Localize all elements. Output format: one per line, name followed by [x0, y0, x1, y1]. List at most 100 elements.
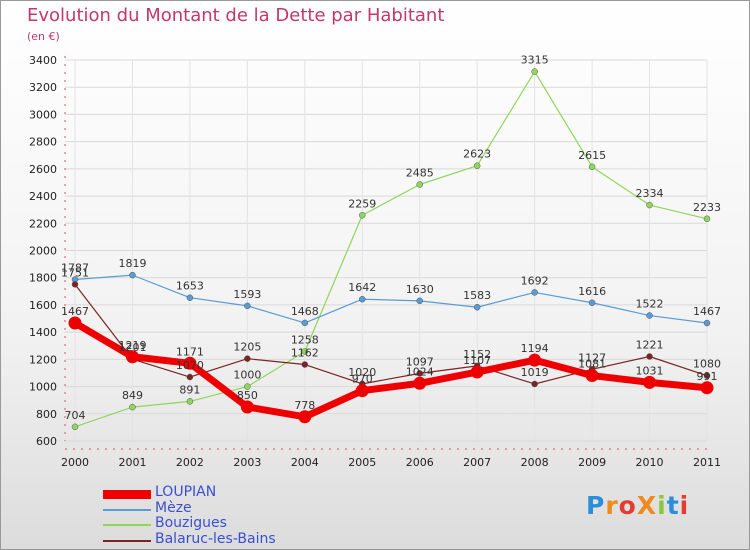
series-line-m-ze — [74, 274, 708, 324]
data-label-loupian-2000: 1467 — [61, 305, 89, 318]
data-point-bouzigues-2006 — [416, 181, 423, 188]
data-label-bouzigues-2001: 849 — [122, 389, 143, 402]
logo-letter: i — [679, 491, 690, 520]
data-point-loupian-2004 — [298, 410, 312, 424]
data-point-balaruc-les-bains-2002 — [186, 373, 194, 381]
data-point-m-ze-2007 — [473, 303, 481, 311]
data-label-m-ze-2005: 1642 — [348, 281, 376, 294]
data-label-loupian-2005: 970 — [352, 373, 373, 386]
logo-letter: i — [657, 491, 667, 520]
data-label-m-ze-2007: 1583 — [463, 289, 491, 302]
proxiti-logo: ProXiti — [586, 491, 689, 520]
data-label-balaruc-les-bains-2011: 1080 — [693, 358, 721, 371]
data-label-m-ze-2003: 1593 — [233, 288, 261, 301]
data-point-loupian-2003 — [240, 400, 254, 414]
y-tick-label-1200: 1200 — [29, 353, 57, 366]
logo-letter: o — [618, 491, 637, 520]
data-point-m-ze-2011 — [703, 319, 711, 327]
data-point-loupian-2008 — [528, 353, 542, 367]
y-tick-label-800: 800 — [36, 408, 57, 421]
data-label-loupian-2011: 991 — [697, 370, 718, 383]
x-tick-label-2010: 2010 — [636, 456, 664, 469]
data-label-balaruc-les-bains-2010: 1221 — [636, 338, 664, 351]
legend-label-meze: Mèze — [155, 500, 192, 516]
y-tick-label-2200: 2200 — [29, 217, 57, 230]
x-tick-label-2002: 2002 — [176, 456, 204, 469]
data-label-loupian-2008: 1194 — [521, 342, 549, 355]
y-tick-label-1400: 1400 — [29, 326, 57, 339]
data-label-m-ze-2009: 1616 — [578, 285, 606, 298]
y-tick-label-1600: 1600 — [29, 299, 57, 312]
y-tick-label-3200: 3200 — [29, 81, 57, 94]
data-label-bouzigues-2002: 891 — [179, 383, 200, 396]
data-label-bouzigues-2010: 2334 — [636, 187, 664, 200]
y-tick-label-2000: 2000 — [29, 245, 57, 258]
data-point-balaruc-les-bains-2000 — [71, 281, 79, 288]
data-point-m-ze-2009 — [588, 299, 596, 307]
legend-label-loupian: LOUPIAN — [155, 484, 217, 500]
data-label-balaruc-les-bains-2004: 1162 — [291, 347, 319, 360]
data-point-balaruc-les-bains-2004 — [301, 361, 309, 368]
data-label-loupian-2006: 1024 — [406, 365, 434, 378]
data-point-bouzigues-2007 — [473, 162, 481, 169]
data-point-bouzigues-2000 — [71, 423, 79, 431]
data-point-balaruc-les-bains-2011 — [703, 372, 711, 379]
legend-swatch-loupian — [103, 490, 151, 499]
legend-swatch-meze — [103, 509, 151, 511]
data-point-m-ze-2006 — [416, 297, 423, 305]
data-label-bouzigues-2003: 1000 — [233, 369, 261, 382]
data-label-bouzigues-2008: 3315 — [521, 54, 549, 67]
data-label-bouzigues-2007: 2623 — [463, 148, 491, 161]
data-point-loupian-2005 — [355, 384, 369, 398]
data-label-m-ze-2000: 1787 — [61, 261, 89, 274]
data-label-bouzigues-2006: 2485 — [406, 167, 434, 180]
data-label-m-ze-2011: 1467 — [693, 305, 721, 318]
data-point-bouzigues-2010 — [646, 201, 653, 209]
data-point-m-ze-2008 — [531, 289, 538, 296]
x-tick-label-2005: 2005 — [348, 456, 376, 469]
data-point-m-ze-2001 — [129, 271, 136, 279]
data-point-loupian-2000 — [68, 316, 82, 330]
logo-letter: t — [666, 491, 680, 520]
data-label-balaruc-les-bains-2009: 1127 — [578, 351, 606, 364]
data-point-loupian-2009 — [585, 369, 599, 383]
series-line-balaruc-les-bains — [74, 284, 708, 385]
legend-label-balaruc: Balaruc-les-Bains — [155, 531, 276, 547]
data-label-loupian-2010: 1031 — [636, 364, 664, 377]
data-point-bouzigues-2011 — [703, 215, 711, 223]
data-label-balaruc-les-bains-2001: 1201 — [118, 341, 146, 354]
gridlines — [65, 59, 708, 442]
data-label-loupian-2001: 1219 — [118, 339, 146, 352]
data-label-m-ze-2001: 1819 — [118, 257, 146, 270]
data-label-m-ze-2004: 1468 — [291, 305, 319, 318]
y-tick-label-3400: 3400 — [29, 54, 57, 67]
data-label-m-ze-2010: 1522 — [636, 298, 664, 311]
logo-letter: P — [586, 491, 606, 520]
legend-swatch-balaruc — [103, 540, 151, 542]
data-point-balaruc-les-bains-2003 — [244, 355, 251, 362]
x-tick-label-2001: 2001 — [118, 456, 146, 469]
data-point-loupian-2007 — [470, 365, 484, 379]
y-tick-label-3000: 3000 — [29, 108, 57, 121]
data-point-bouzigues-2003 — [244, 383, 251, 390]
y-tick-label-2600: 2600 — [29, 163, 57, 176]
data-point-bouzigues-2004 — [301, 348, 309, 355]
data-label-bouzigues-2005: 2259 — [348, 197, 376, 210]
data-label-balaruc-les-bains-2005: 1020 — [348, 366, 376, 379]
data-label-m-ze-2002: 1653 — [176, 280, 204, 293]
series-line-loupian — [73, 320, 708, 421]
data-label-loupian-2004: 778 — [294, 399, 315, 412]
x-tick-label-2006: 2006 — [406, 456, 434, 469]
data-label-bouzigues-2004: 1258 — [291, 333, 319, 346]
data-point-m-ze-2010 — [646, 312, 653, 319]
data-label-bouzigues-2009: 2615 — [578, 149, 606, 162]
data-point-bouzigues-2008 — [531, 68, 538, 75]
data-point-loupian-2006 — [413, 376, 427, 390]
x-tick-label-2000: 2000 — [61, 456, 89, 469]
data-label-balaruc-les-bains-2000: 1751 — [61, 266, 89, 279]
data-point-loupian-2001 — [125, 350, 139, 364]
data-point-m-ze-2003 — [244, 302, 251, 310]
data-point-loupian-2011 — [700, 381, 714, 395]
data-label-m-ze-2006: 1630 — [406, 283, 434, 296]
